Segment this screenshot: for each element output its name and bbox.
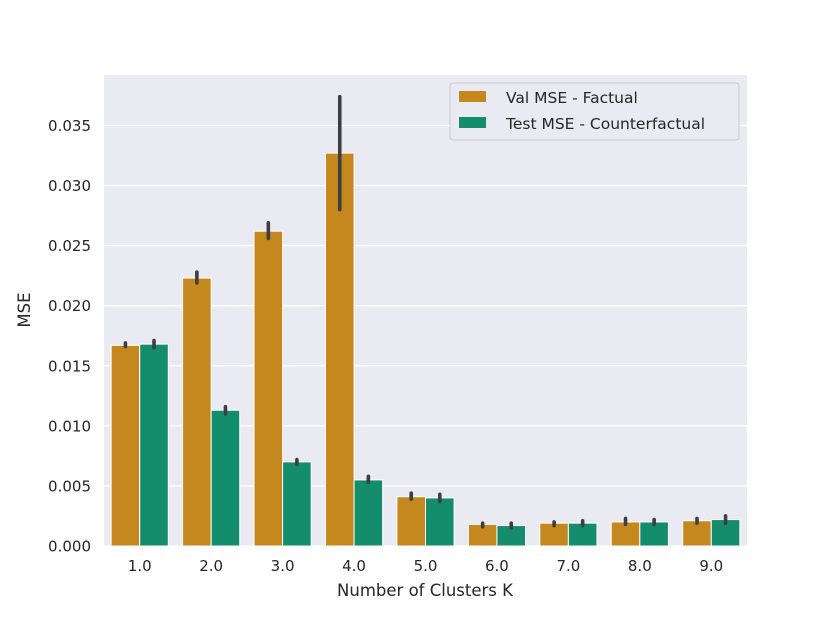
y-tick-label: 0.020	[48, 297, 91, 315]
x-tick-label: 2.0	[199, 557, 223, 575]
bar-test-5.0	[425, 497, 455, 547]
x-tick-label: 7.0	[556, 557, 580, 575]
bar-test-4.0	[353, 479, 384, 547]
legend-label-val: Val MSE - Factual	[506, 89, 638, 107]
x-tick-label: 6.0	[485, 557, 509, 575]
x-axis-label: Number of Clusters K	[337, 581, 514, 600]
legend-swatch-val	[459, 91, 486, 102]
error-bars	[123, 94, 728, 530]
y-tick-label: 0.035	[48, 117, 91, 135]
bars	[110, 152, 741, 547]
legend-box	[449, 82, 740, 141]
x-tick-label: 8.0	[628, 557, 652, 575]
bar-test-3.0	[282, 461, 312, 547]
bar-val-5.0	[396, 496, 426, 547]
x-tick-label: 3.0	[271, 557, 295, 575]
y-tick-label: 0.010	[48, 417, 91, 435]
legend-label-test: Test MSE - Counterfactual	[505, 115, 705, 133]
legend: Val MSE - Factual Test MSE - Counterfact…	[449, 82, 740, 141]
x-tick-label: 9.0	[699, 557, 723, 575]
y-tick-label: 0.015	[48, 357, 91, 375]
y-tick-labels: 0.000 0.005 0.010 0.015 0.020 0.025 0.030 0.035	[48, 117, 91, 556]
x-tick-labels: 1.0 2.0 3.0 4.0 5.0 6.0 7.0 8.0 9.0	[128, 557, 723, 575]
y-tick-label: 0.025	[48, 237, 91, 255]
bar-test-1.0	[139, 343, 169, 547]
bar-val-2.0	[182, 277, 212, 547]
y-tick-label: 0.005	[48, 477, 91, 495]
x-tick-label: 5.0	[414, 557, 438, 575]
bar-val-3.0	[253, 230, 284, 547]
x-tick-label: 1.0	[128, 557, 152, 575]
y-tick-label: 0.030	[48, 177, 91, 195]
bar-val-1.0	[110, 344, 141, 547]
bar-val-4.0	[324, 152, 355, 547]
y-axis-label: MSE	[15, 292, 34, 327]
legend-swatch-test	[459, 117, 486, 128]
y-tick-label: 0.000	[48, 538, 91, 556]
x-tick-label: 4.0	[342, 557, 366, 575]
bar-test-2.0	[210, 409, 241, 547]
